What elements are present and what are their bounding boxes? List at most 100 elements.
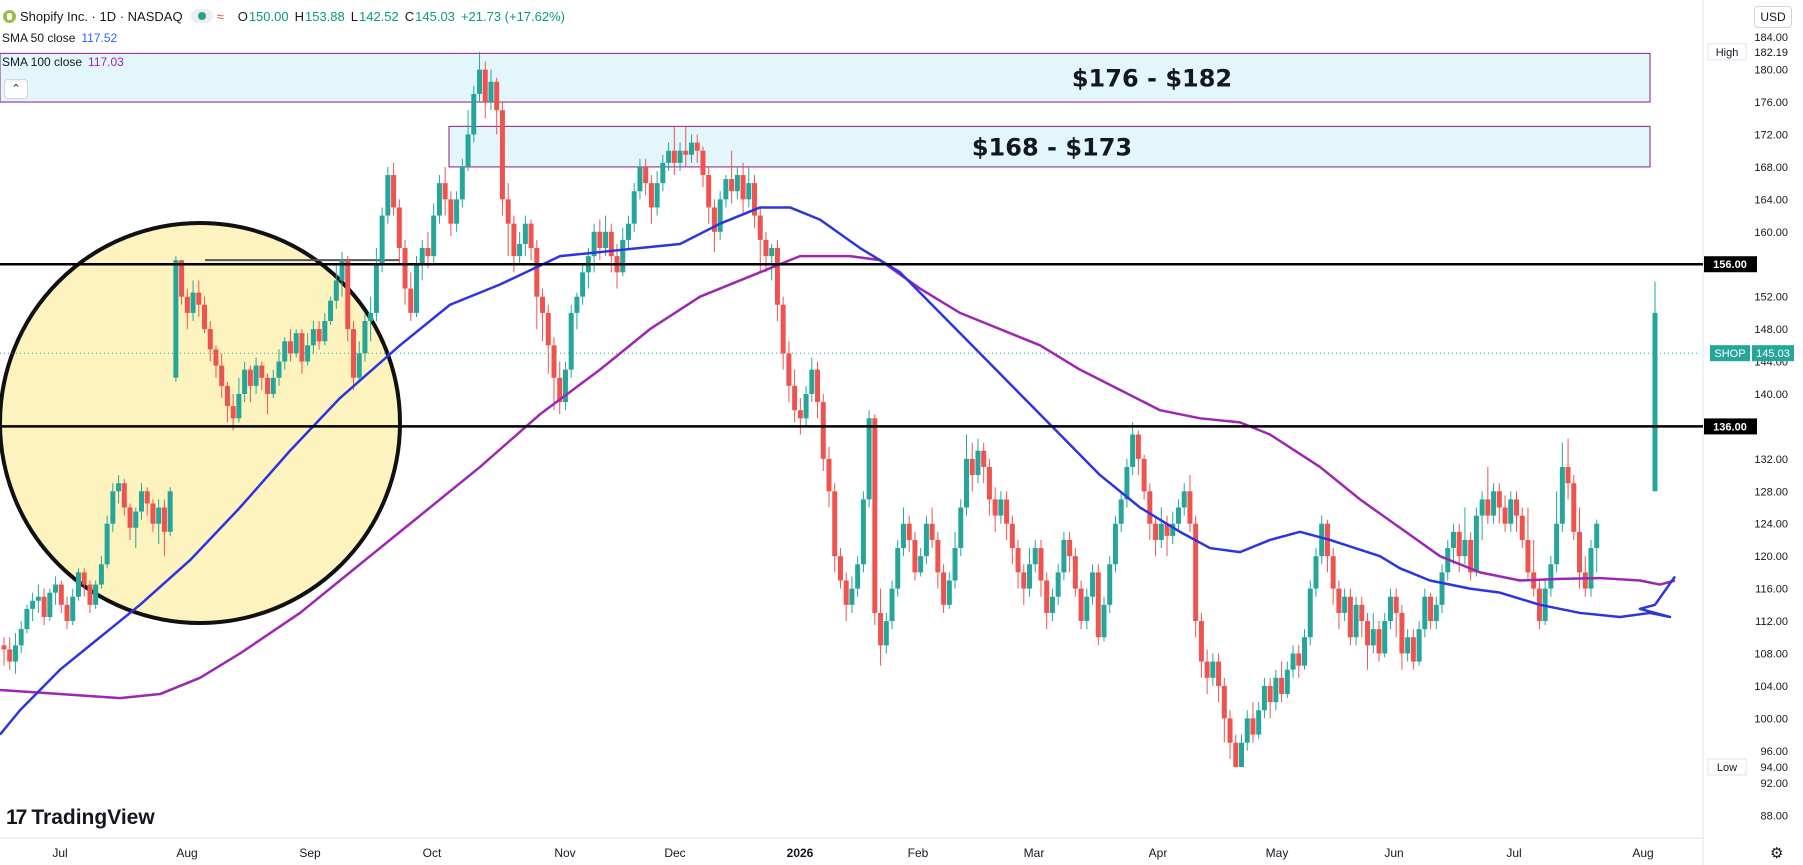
- candle-body: [855, 564, 861, 589]
- candle-body: [1514, 499, 1519, 516]
- candle-body: [75, 572, 81, 597]
- sma100-line: [0, 254, 1676, 700]
- symbol-tag-label: SHOP: [1714, 348, 1745, 360]
- candle-body: [18, 629, 24, 646]
- candle-body: [1468, 539, 1474, 573]
- candle-body: [402, 248, 408, 289]
- symbol-price-tag: [1710, 345, 1750, 362]
- candle-body: [1107, 564, 1113, 605]
- candle-body: [1256, 710, 1262, 735]
- candle-body: [242, 369, 248, 394]
- candle-body: [133, 511, 139, 528]
- candle-body: [671, 150, 677, 163]
- candle-body: [1588, 548, 1594, 589]
- candle-body: [1382, 621, 1388, 654]
- candle-body: [1405, 637, 1411, 654]
- candle-body: [196, 292, 202, 305]
- candle-body: [454, 199, 460, 224]
- candle-body: [832, 491, 838, 557]
- candle-body: [740, 175, 746, 200]
- candle-body: [431, 215, 437, 257]
- x-tick-label: Sep: [299, 846, 321, 860]
- candle-body: [1519, 515, 1525, 540]
- y-tick-label: 148.00: [1754, 324, 1788, 336]
- candle-body: [981, 450, 987, 467]
- candle-body: [58, 584, 64, 605]
- candle-body: [809, 369, 815, 394]
- currency-button[interactable]: USD: [1754, 6, 1792, 28]
- x-tick-label: Jul: [52, 846, 67, 860]
- candle-body: [700, 150, 706, 176]
- candle-body: [774, 248, 780, 305]
- candle-body: [1302, 637, 1308, 666]
- candle-body: [923, 523, 929, 557]
- low-marker-label: Low: [1717, 762, 1737, 774]
- x-tick-label: May: [1266, 846, 1289, 860]
- candle-body: [1049, 596, 1055, 613]
- candle-body: [797, 410, 803, 419]
- candle-body: [488, 81, 494, 103]
- candle-body: [494, 81, 500, 111]
- candle-body: [1153, 523, 1159, 540]
- candle-body: [127, 507, 133, 528]
- candle-body: [1112, 523, 1118, 565]
- candle-body: [1376, 629, 1382, 654]
- candle-body: [30, 600, 36, 609]
- zone-label: $168 - $173: [972, 134, 1132, 162]
- candle-body: [849, 588, 855, 605]
- settings-gear-icon[interactable]: ⚙: [1770, 845, 1784, 862]
- candle-body: [70, 596, 76, 622]
- sma100-value: 117.03: [88, 55, 124, 69]
- candle-body: [866, 418, 872, 500]
- candle-body: [482, 69, 488, 103]
- candle-body: [1319, 523, 1325, 557]
- candle-body: [946, 580, 952, 605]
- candle-body: [81, 572, 87, 585]
- y-tick-label: 104.00: [1754, 681, 1788, 693]
- candle-body: [1313, 556, 1319, 589]
- candle-body: [603, 231, 609, 249]
- market-status-icon[interactable]: [190, 9, 213, 23]
- candle-body: [425, 248, 431, 257]
- candle-body: [935, 539, 941, 573]
- y-tick-label: 100.00: [1754, 713, 1788, 725]
- candle-body: [328, 300, 334, 321]
- high-label: H: [294, 8, 304, 24]
- candle-body: [1279, 677, 1285, 695]
- candle-body: [1439, 572, 1445, 605]
- y-tick-label: 128.00: [1754, 486, 1788, 498]
- candle-body: [1261, 685, 1267, 711]
- candle-body: [1485, 499, 1491, 516]
- y-tick-label: 164.00: [1754, 194, 1788, 206]
- candle-body: [1004, 499, 1010, 524]
- y-tick-label: 160.00: [1754, 227, 1788, 239]
- candle-body: [1210, 661, 1216, 678]
- candle-body: [780, 304, 786, 354]
- candle-body: [666, 150, 672, 163]
- sma100-legend[interactable]: SMA 100 close 117.03: [2, 55, 124, 69]
- candle-body: [391, 175, 397, 208]
- sma50-legend[interactable]: SMA 50 close 117.52: [2, 31, 117, 45]
- candle-body: [1428, 596, 1434, 622]
- symbol-title[interactable]: Shopify Inc. · 1D · NASDAQ: [20, 8, 183, 24]
- candle-body: [1416, 629, 1422, 662]
- candle-body: [1067, 539, 1073, 557]
- candle-body: [517, 243, 523, 257]
- candle-body: [1095, 572, 1101, 638]
- candle-body: [562, 369, 568, 403]
- y-tick-label: 124.00: [1754, 519, 1788, 531]
- candle-body: [677, 150, 683, 163]
- open-label: O: [237, 8, 248, 24]
- candle-body: [1009, 523, 1015, 549]
- zone-label: $176 - $182: [1072, 65, 1232, 93]
- candle-body: [316, 329, 322, 342]
- candle-body: [568, 312, 574, 370]
- candle-body: [293, 333, 299, 354]
- data-mode-icon[interactable]: ≈: [216, 8, 224, 24]
- candle-body: [219, 365, 225, 386]
- collapse-legend-button[interactable]: ⌃: [4, 79, 28, 99]
- candle-body: [116, 483, 122, 492]
- candle-body: [1147, 491, 1153, 524]
- candle-body: [379, 215, 385, 265]
